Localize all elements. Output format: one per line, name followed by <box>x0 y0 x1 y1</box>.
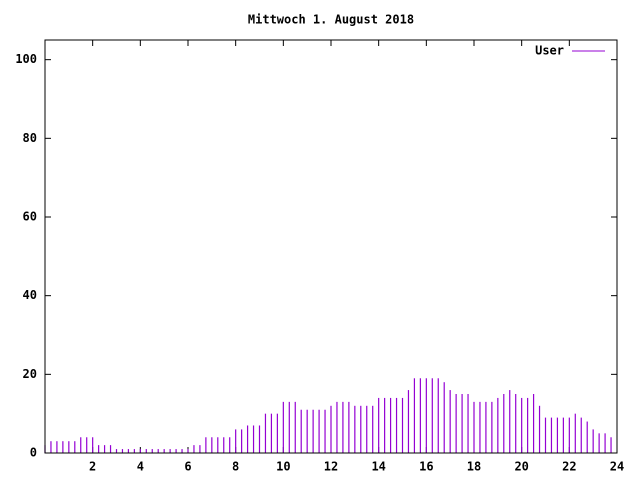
y-tick-label: 20 <box>23 367 37 381</box>
plot-frame <box>44 39 618 454</box>
x-tick-label: 20 <box>514 460 528 474</box>
x-tick-label: 8 <box>232 460 239 474</box>
legend-label: User <box>535 44 564 58</box>
x-tick-label: 10 <box>276 460 290 474</box>
x-tick-label: 22 <box>562 460 576 474</box>
y-tick-label: 0 <box>30 446 37 460</box>
x-tick-label: 2 <box>89 460 96 474</box>
x-tick-label: 14 <box>371 460 385 474</box>
x-tick-label: 6 <box>184 460 191 474</box>
y-tick-label: 80 <box>23 131 37 145</box>
y-tick-label: 40 <box>23 288 37 302</box>
x-tick-label: 12 <box>324 460 338 474</box>
y-tick-label: 60 <box>23 210 37 224</box>
y-tick-label: 100 <box>15 52 37 66</box>
x-tick-label: 16 <box>419 460 433 474</box>
chart-title: Mittwoch 1. August 2018 <box>248 13 414 27</box>
x-tick-label: 18 <box>467 460 481 474</box>
x-tick-label: 24 <box>610 460 624 474</box>
x-tick-label: 4 <box>137 460 144 474</box>
